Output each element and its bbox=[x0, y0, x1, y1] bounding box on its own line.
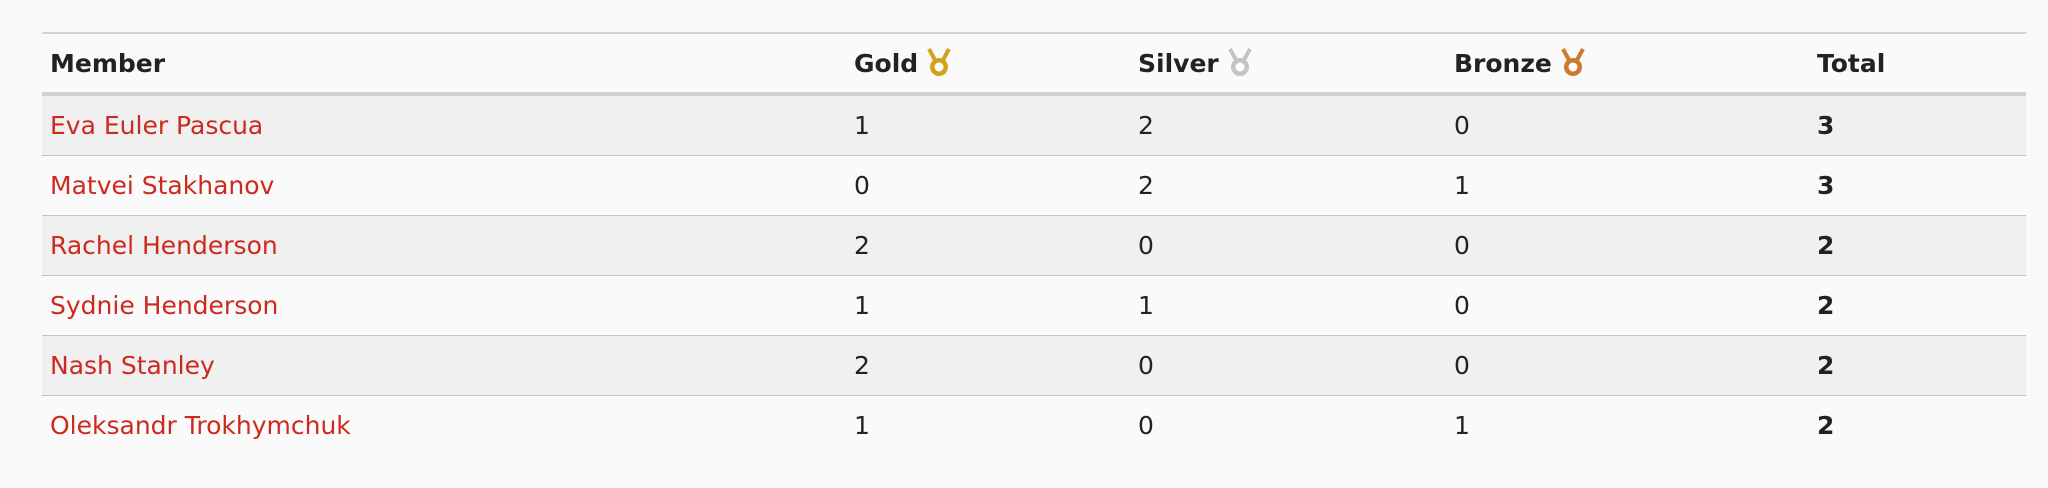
member-link[interactable]: Matvei Stakhanov bbox=[50, 171, 275, 200]
silver-count: 2 bbox=[1138, 111, 1154, 140]
silver-count: 0 bbox=[1138, 411, 1154, 440]
bronze-medal-icon bbox=[1561, 48, 1585, 76]
member-cell: Oleksandr Trokhymchuk bbox=[50, 396, 351, 455]
total-cell: 2 bbox=[1817, 336, 1834, 395]
header-cell: Total bbox=[1817, 34, 1885, 92]
bronze-cell: 0 bbox=[1454, 336, 1470, 395]
total-cell: 2 bbox=[1817, 396, 1834, 455]
gold-count: 1 bbox=[854, 411, 870, 440]
member-cell: Nash Stanley bbox=[50, 336, 215, 395]
silver-count: 0 bbox=[1138, 351, 1154, 380]
silver-cell: 0 bbox=[1138, 216, 1154, 275]
gold-count: 0 bbox=[854, 171, 870, 200]
table-row: Eva Euler Pascua 1 2 0 3 bbox=[42, 96, 2026, 156]
member-link[interactable]: Eva Euler Pascua bbox=[50, 111, 264, 140]
header-text: Bronze bbox=[1454, 48, 1552, 78]
silver-count: 1 bbox=[1138, 291, 1154, 320]
header-cell: Silver bbox=[1138, 34, 1253, 92]
silver-cell: 0 bbox=[1138, 396, 1154, 455]
total-count: 2 bbox=[1817, 231, 1835, 260]
table-row: Matvei Stakhanov 0 2 1 3 bbox=[42, 156, 2026, 216]
silver-cell: 0 bbox=[1138, 336, 1154, 395]
silver-count: 0 bbox=[1138, 231, 1154, 260]
gold-count: 1 bbox=[854, 111, 870, 140]
bronze-count: 1 bbox=[1454, 171, 1470, 200]
bronze-cell: 0 bbox=[1454, 216, 1470, 275]
gold-cell: 1 bbox=[854, 276, 870, 335]
table-row: Sydnie Henderson 1 1 0 2 bbox=[42, 276, 2026, 336]
header-text: Silver bbox=[1138, 48, 1219, 78]
table-row: Rachel Henderson 2 0 0 2 bbox=[42, 216, 2026, 276]
total-cell: 2 bbox=[1817, 216, 1834, 275]
member-cell: Rachel Henderson bbox=[50, 216, 278, 275]
bronze-cell: 0 bbox=[1454, 96, 1470, 155]
total-count: 2 bbox=[1817, 291, 1835, 320]
bronze-cell: 1 bbox=[1454, 396, 1470, 455]
header-row: Member Gold Silver Bronze Total bbox=[42, 34, 2026, 96]
silver-cell: 2 bbox=[1138, 96, 1154, 155]
silver-cell: 1 bbox=[1138, 276, 1154, 335]
bronze-count: 0 bbox=[1454, 291, 1470, 320]
member-link[interactable]: Sydnie Henderson bbox=[50, 291, 279, 320]
total-count: 2 bbox=[1817, 411, 1835, 440]
gold-cell: 2 bbox=[854, 216, 870, 275]
header-text: Total bbox=[1817, 48, 1886, 78]
total-cell: 2 bbox=[1817, 276, 1834, 335]
member-cell: Eva Euler Pascua bbox=[50, 96, 263, 155]
gold-medal-icon bbox=[927, 48, 951, 76]
total-cell: 3 bbox=[1817, 156, 1834, 215]
bronze-count: 0 bbox=[1454, 231, 1470, 260]
gold-count: 2 bbox=[854, 351, 870, 380]
member-link[interactable]: Oleksandr Trokhymchuk bbox=[50, 411, 351, 440]
silver-cell: 2 bbox=[1138, 156, 1154, 215]
member-cell: Sydnie Henderson bbox=[50, 276, 278, 335]
bronze-cell: 1 bbox=[1454, 156, 1470, 215]
header-cell: Member bbox=[50, 34, 165, 92]
gold-cell: 1 bbox=[854, 396, 870, 455]
bronze-cell: 0 bbox=[1454, 276, 1470, 335]
bronze-count: 1 bbox=[1454, 411, 1470, 440]
total-count: 3 bbox=[1817, 171, 1835, 200]
member-link[interactable]: Rachel Henderson bbox=[50, 231, 278, 260]
total-count: 3 bbox=[1817, 111, 1835, 140]
table-row: Nash Stanley 2 0 0 2 bbox=[42, 336, 2026, 396]
silver-medal-icon bbox=[1227, 48, 1252, 76]
bronze-count: 0 bbox=[1454, 111, 1470, 140]
member-cell: Matvei Stakhanov bbox=[50, 156, 274, 215]
gold-cell: 1 bbox=[854, 96, 870, 155]
header-text: Member bbox=[50, 48, 166, 78]
total-cell: 3 bbox=[1817, 96, 1834, 155]
header-cell: Gold bbox=[854, 34, 952, 92]
medal-table: Member Gold Silver Bronze Total Eva Eule… bbox=[42, 32, 2026, 455]
bronze-count: 0 bbox=[1454, 351, 1470, 380]
gold-cell: 2 bbox=[854, 336, 870, 395]
silver-count: 2 bbox=[1138, 171, 1154, 200]
gold-count: 2 bbox=[854, 231, 870, 260]
gold-count: 1 bbox=[854, 291, 870, 320]
gold-cell: 0 bbox=[854, 156, 870, 215]
member-link[interactable]: Nash Stanley bbox=[50, 351, 215, 380]
total-count: 2 bbox=[1817, 351, 1835, 380]
table-row: Oleksandr Trokhymchuk 1 0 1 2 bbox=[42, 396, 2026, 455]
header-cell: Bronze bbox=[1454, 34, 1586, 92]
header-text: Gold bbox=[854, 48, 919, 78]
